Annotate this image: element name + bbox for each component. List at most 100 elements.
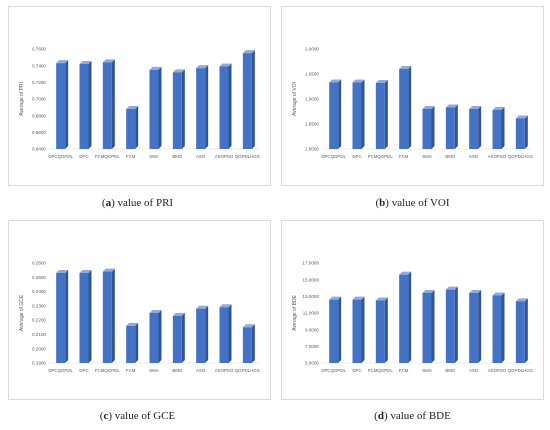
y-tick-label: 7.0000: [305, 344, 319, 349]
bar-side: [158, 310, 162, 363]
bar: [515, 115, 528, 149]
bar-front: [79, 64, 89, 149]
bar-top: [126, 106, 139, 109]
y-tick-label: 5.0000: [305, 361, 319, 366]
x-tick-label: DPCQGPDL: [48, 154, 73, 159]
y-tick-label: 0.2300: [32, 303, 46, 308]
caption-voi: (b) value of VOI: [375, 197, 450, 209]
bar-side: [181, 69, 185, 149]
bar-side: [478, 290, 482, 363]
x-tick-label: DPC: [352, 154, 361, 159]
bar-front: [56, 273, 66, 363]
bar-front: [375, 300, 385, 363]
x-tick-label: ASO: [469, 154, 479, 159]
bar-top: [79, 270, 92, 273]
bar-side: [454, 104, 458, 149]
x-tick-label: DPC: [79, 368, 88, 373]
x-tick-label: BMO: [172, 154, 183, 159]
bar: [196, 305, 209, 363]
bar-front: [445, 107, 455, 149]
bar-front: [352, 299, 362, 363]
x-tick-label: QGPDLHGS: [235, 154, 260, 159]
bar-top: [242, 324, 255, 328]
bar: [126, 322, 139, 363]
bar-side: [228, 63, 232, 149]
bar-side: [65, 270, 69, 363]
bar-top: [515, 298, 528, 302]
bar-front: [219, 307, 229, 363]
bar: [196, 65, 209, 149]
bar: [56, 270, 69, 363]
bar: [242, 324, 255, 363]
y-tick-label: 0.7400: [32, 63, 46, 68]
caption-gce: (c) value of GCE: [99, 410, 176, 422]
bar-front: [172, 315, 182, 363]
x-tick-label: SMA: [149, 368, 159, 373]
bar: [375, 80, 388, 149]
bar-side: [205, 65, 209, 149]
bar-top: [375, 80, 388, 83]
bar-top: [399, 271, 412, 275]
y-tick-label: 2.0000: [305, 47, 319, 52]
y-axis-label: Average of BDE: [292, 294, 298, 330]
bar-front: [515, 118, 525, 149]
x-tick-label: FCMQGPDL: [95, 154, 120, 159]
bar-side: [524, 298, 528, 363]
bar-front: [399, 69, 409, 149]
y-tick-label: 0.7000: [32, 97, 46, 102]
bar-front: [375, 83, 385, 149]
bar-side: [501, 107, 505, 149]
bar-front: [126, 109, 136, 149]
bar: [399, 66, 412, 149]
bar-top: [196, 305, 209, 309]
chart-gce: Average of GCE 0.1900 0.2000 0.2100 0.2200 0.…: [19, 261, 260, 373]
bar-top: [329, 79, 342, 83]
bar-top: [445, 286, 458, 290]
y-tick-label: 1.9000: [305, 97, 319, 102]
bar: [242, 50, 255, 149]
bar-front: [352, 82, 362, 149]
bar-side: [111, 59, 115, 150]
bar-top: [79, 61, 92, 64]
x-tick-label: SMA: [422, 368, 432, 373]
y-axis-label: Average of PRI: [19, 82, 25, 116]
y-tick-label: 0.7600: [32, 47, 46, 52]
x-tick-label: ASOPSO: [215, 154, 234, 159]
chart-voi: Average of VOI 1.8000 1.8500 1.9000 1.9500 2.…: [292, 47, 533, 159]
bar-front: [149, 69, 159, 149]
bar-side: [361, 79, 365, 149]
bar-front: [469, 293, 479, 363]
bar: [399, 271, 412, 363]
y-tick-label: 0.2200: [32, 318, 46, 323]
bar-side: [431, 106, 435, 149]
bar-top: [422, 106, 435, 109]
x-tick-label: ASO: [469, 368, 479, 373]
bar-top: [149, 310, 162, 313]
bar-top: [172, 312, 185, 316]
bar-front: [219, 66, 229, 149]
bar-top: [329, 296, 342, 300]
y-axis-label: Average of GCE: [19, 294, 25, 331]
bar-side: [338, 79, 342, 149]
x-tick-label: FCM: [126, 154, 136, 159]
x-tick-label: FCMQGPDL: [95, 368, 120, 373]
bar: [329, 79, 342, 149]
bar: [492, 292, 505, 363]
bar: [172, 69, 185, 149]
bar-top: [375, 297, 388, 301]
x-tick-label: ASOPSO: [215, 368, 234, 373]
chart-panel-gce: Average of GCE 0.1900 0.2000 0.2100 0.2200 0.…: [8, 220, 271, 400]
bar-side: [408, 271, 412, 363]
x-tick-label: FCM: [126, 368, 136, 373]
bar-front: [102, 62, 112, 150]
bar: [79, 270, 92, 363]
bar-front: [422, 109, 432, 149]
x-tick-label: BMO: [172, 368, 183, 373]
bar-front: [242, 327, 252, 363]
y-tick-label: 1.9500: [305, 72, 319, 77]
chart-panel-bde: Average of BDE 5.0000 7.0000 9.0000 11.0000 1…: [281, 220, 544, 400]
y-tick-label: 0.2400: [32, 289, 46, 294]
bar-side: [478, 106, 482, 149]
bar-side: [65, 60, 69, 149]
bar-side: [251, 324, 255, 363]
